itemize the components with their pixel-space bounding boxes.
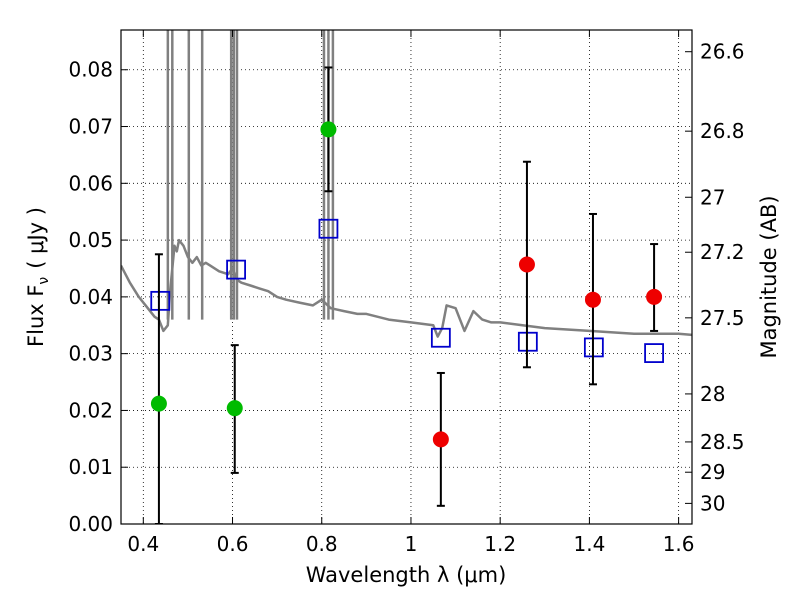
x-tick-label: 1.4 — [573, 532, 605, 556]
y-tick-label: 0.01 — [68, 455, 113, 479]
y2-axis-label: Magnitude (AB) — [757, 195, 781, 358]
y2-tick-label: 26.8 — [700, 119, 745, 143]
y-tick-label: 0.07 — [68, 115, 113, 139]
y-tick-label: 0.08 — [68, 58, 113, 82]
observed-flux-point — [150, 395, 167, 412]
model-spectrum-line — [121, 238, 692, 338]
y-axis-label-unit: ( μJy ) — [24, 207, 48, 269]
y2-tick-label: 30 — [700, 491, 725, 515]
y-axis-label-sub: ν — [36, 277, 52, 285]
y-tick-label: 0.00 — [68, 512, 113, 536]
observed-flux-point — [518, 256, 535, 273]
model-photometry-square — [226, 259, 246, 280]
plot-frame — [120, 29, 693, 525]
x-tick-label: 1.2 — [484, 532, 516, 556]
y-tick-label: 0.05 — [68, 228, 113, 252]
axes-frame — [120, 29, 693, 525]
y-tick-label: 0.02 — [68, 398, 113, 422]
y-axis-label: Flux Fν ( μJy ) — [24, 207, 52, 347]
y-tick-label: 0.06 — [68, 171, 113, 195]
x-tick-label: 0.4 — [127, 532, 159, 556]
x-tick-label: 0.6 — [217, 532, 249, 556]
y2-tick-label: 27.5 — [700, 306, 745, 330]
ticks: 0.4 0.6 0.8 1 1.2 1.4 1.6 0.00 0.01 0.02 0.03 0.04 0… — [68, 30, 745, 556]
y-axis-label-main: Flux F — [24, 285, 48, 347]
plot-area — [121, 30, 692, 524]
y2-tick-label: 28.5 — [700, 430, 745, 454]
grid — [121, 30, 692, 524]
y2-tick-label: 27.2 — [700, 240, 745, 264]
observed-flux-point — [646, 288, 663, 305]
observed-flux-point — [320, 121, 337, 138]
y2-tick-label: 29 — [700, 460, 725, 484]
y2-tick-label: 27 — [700, 185, 725, 209]
y2-tick-label: 26.6 — [700, 40, 745, 64]
model-photometry-square — [150, 290, 171, 311]
y-tick-label: 0.04 — [68, 285, 113, 309]
model-photometry-square — [318, 218, 339, 239]
model-photometry-square — [430, 327, 451, 348]
x-tick-label: 0.8 — [306, 532, 338, 556]
model-photometry-square — [644, 343, 664, 363]
y2-tick-label: 28 — [700, 382, 725, 406]
x-tick-label: 1.6 — [663, 532, 695, 556]
x-tick-label: 1 — [405, 532, 418, 556]
observed-flux-point — [432, 431, 449, 448]
observed-flux-point — [584, 291, 601, 308]
x-axis-label: Wavelength λ (μm) — [306, 563, 507, 587]
observed-flux-point — [226, 400, 243, 417]
y-tick-label: 0.03 — [68, 342, 113, 366]
